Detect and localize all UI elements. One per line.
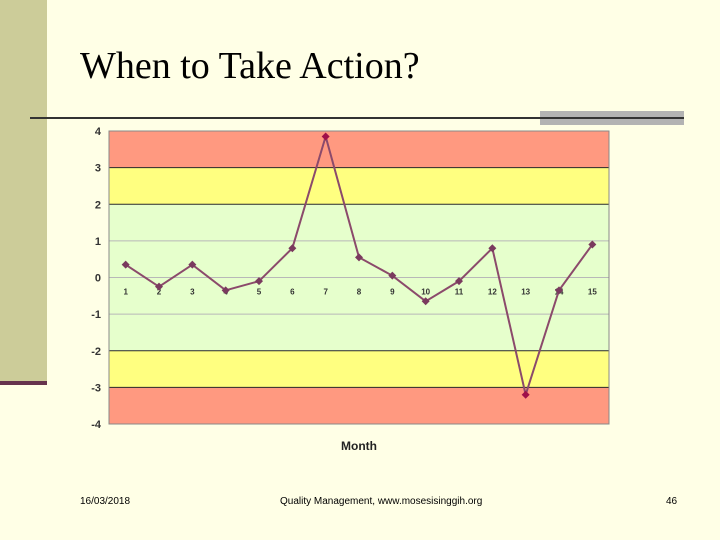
footer-date: 16/03/2018 [80, 496, 131, 507]
data-point [288, 244, 297, 253]
slide-title: When to Take Action? [80, 45, 420, 87]
data-point [455, 277, 463, 286]
data-point [155, 282, 163, 291]
y-tick-label: -3 [91, 382, 101, 394]
title-underline-accent [540, 111, 684, 125]
x-tick-label: 1 [123, 288, 128, 297]
data-point [488, 244, 497, 253]
x-tick-label: 12 [488, 288, 497, 297]
y-tick-label: 3 [95, 163, 101, 175]
x-tick-label: 6 [290, 288, 295, 297]
y-tick-label: 4 [95, 126, 102, 138]
zone-red-0 [109, 131, 609, 168]
y-tick-label: -4 [91, 419, 102, 431]
data-point [521, 390, 530, 399]
y-tick-label: -2 [91, 346, 101, 358]
x-tick-label: 7 [323, 288, 328, 297]
x-tick-label: 8 [357, 288, 362, 297]
zone-yellow-1 [109, 167, 609, 205]
x-tick-label: 9 [390, 288, 395, 297]
x-tick-label: 15 [588, 288, 597, 297]
y-tick-label: 1 [95, 236, 101, 248]
x-tick-label: 2 [157, 288, 162, 297]
zone-yellow-3 [109, 350, 609, 388]
data-point [588, 240, 597, 249]
data-point [555, 286, 563, 295]
data-point [388, 271, 397, 280]
data-point [121, 260, 130, 269]
y-tick-label: -1 [91, 309, 101, 321]
left-bar-accent-line [0, 381, 47, 385]
footer-source: Quality Management, www.mosesisinggih.or… [280, 496, 483, 507]
data-point [421, 297, 430, 306]
data-point [255, 277, 263, 286]
left-decorative-bar [0, 0, 47, 383]
title-underline [30, 117, 540, 119]
y-tick-label: 2 [95, 199, 101, 211]
x-tick-label: 5 [257, 288, 262, 297]
data-point [188, 260, 197, 269]
x-tick-label: 13 [521, 288, 530, 297]
x-axis-title: Month [341, 439, 377, 453]
plot-area-border [108, 130, 610, 425]
zone-red-4 [109, 387, 609, 424]
x-tick-label: 3 [190, 288, 195, 297]
page-number: 46 [666, 496, 678, 507]
data-point [355, 253, 363, 262]
data-point [321, 132, 330, 141]
x-tick-label: 10 [421, 288, 430, 297]
data-point [221, 286, 230, 295]
y-tick-label: 0 [95, 273, 101, 285]
x-tick-label: 11 [455, 288, 464, 297]
